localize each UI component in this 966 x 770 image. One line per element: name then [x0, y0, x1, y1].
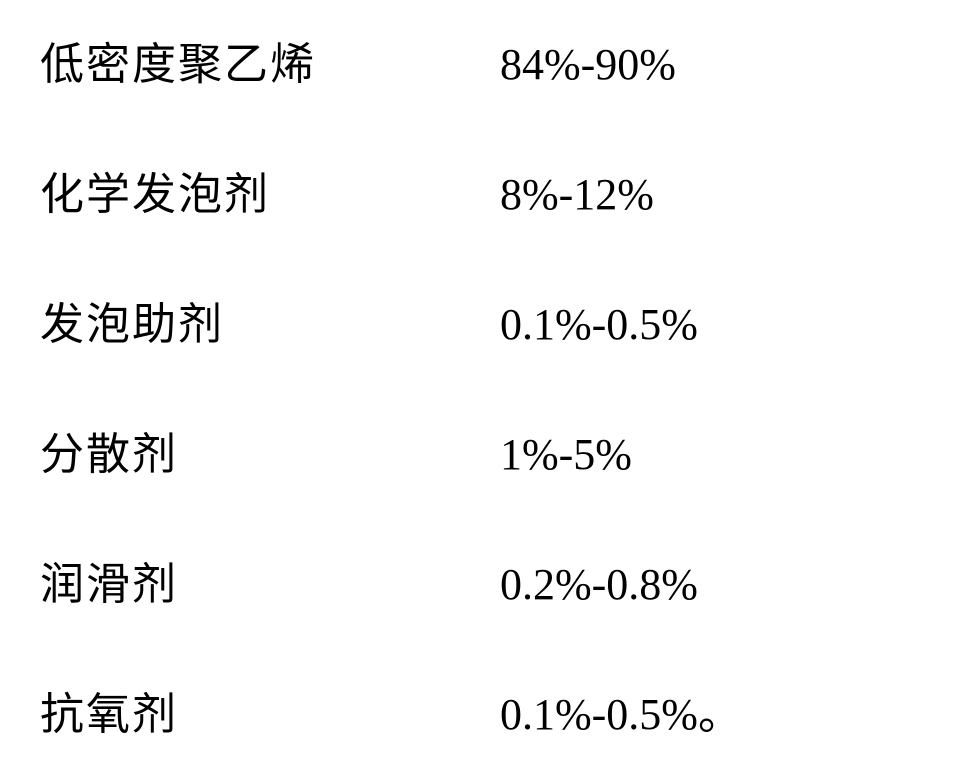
ingredient-label: 抗氧剂 — [40, 678, 500, 742]
ingredient-value: 0.1%-0.5% — [500, 299, 698, 350]
ingredient-table: 低密度聚乙烯 84%-90% 化学发泡剂 8%-12% 发泡助剂 0.1%-0.… — [0, 0, 966, 770]
ingredient-value: 8%-12% — [500, 169, 654, 220]
ingredient-label: 分散剂 — [40, 418, 500, 482]
table-row: 发泡助剂 0.1%-0.5% — [40, 288, 926, 352]
table-row: 润滑剂 0.2%-0.8% — [40, 548, 926, 612]
table-row: 化学发泡剂 8%-12% — [40, 158, 926, 222]
ingredient-value: 0.1%-0.5%。 — [500, 678, 742, 742]
table-row: 抗氧剂 0.1%-0.5%。 — [40, 678, 926, 742]
table-row: 分散剂 1%-5% — [40, 418, 926, 482]
ingredient-label: 化学发泡剂 — [40, 158, 500, 222]
ingredient-label: 发泡助剂 — [40, 288, 500, 352]
ingredient-value: 1%-5% — [500, 429, 632, 480]
ingredient-value: 84%-90% — [500, 39, 676, 90]
ingredient-value: 0.2%-0.8% — [500, 559, 698, 610]
ingredient-label: 低密度聚乙烯 — [40, 28, 500, 92]
table-row: 低密度聚乙烯 84%-90% — [40, 28, 926, 92]
ingredient-label: 润滑剂 — [40, 548, 500, 612]
